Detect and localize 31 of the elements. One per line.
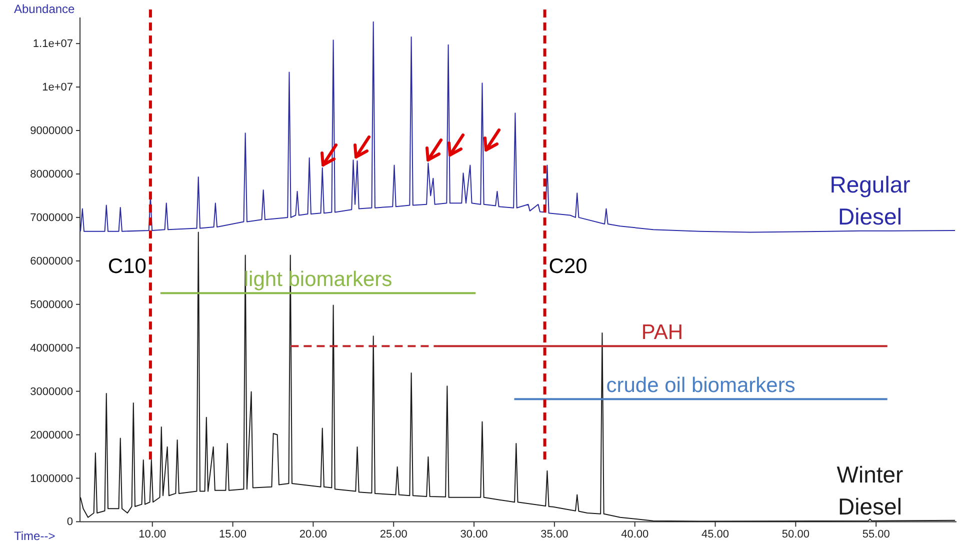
y-tick-label: 0 — [66, 516, 73, 528]
x-tick-label: 30.00 — [460, 528, 488, 541]
ref-line-label: C20 — [548, 255, 588, 278]
y-tick-label: 2000000 — [30, 429, 73, 442]
x-tick-label: 15.00 — [219, 528, 247, 541]
line-series — [80, 21, 956, 233]
x-tick-label: 10.00 — [138, 528, 166, 541]
y-tick-label: 5000000 — [30, 298, 73, 311]
y-tick-label: 4000000 — [30, 342, 73, 354]
x-tick-label: 45.00 — [701, 528, 730, 541]
y-tick-label: 6000000 — [30, 255, 73, 268]
series-label: Regular Diesel — [830, 171, 911, 230]
y-tick-label: 8000000 — [30, 168, 73, 180]
x-axis-title: Time--> — [14, 529, 56, 543]
x-tick-label: 25.00 — [380, 528, 408, 541]
y-tick-label: 9000000 — [30, 125, 73, 138]
ref-line-label: C10 — [108, 255, 146, 278]
y-tick-label: 1e+07 — [42, 82, 73, 94]
x-tick-label: 35.00 — [540, 528, 568, 541]
y-tick-label: 1.1e+07 — [32, 38, 73, 50]
y-axis-title: Abundance — [14, 2, 76, 16]
y-tick-label: 7000000 — [30, 212, 73, 224]
x-tick-label: 50.00 — [782, 528, 810, 541]
series-label: crude oil biomarkers — [606, 374, 796, 398]
x-tick-label: 20.00 — [299, 528, 327, 541]
x-tick-label: 40.00 — [621, 528, 649, 541]
y-tick-label: 1000000 — [30, 472, 73, 485]
series-label: Winter Diesel — [836, 461, 904, 520]
series-label: PAH — [641, 321, 683, 344]
x-tick-label: 55.00 — [862, 528, 890, 541]
y-tick-label: 3000000 — [30, 386, 73, 398]
